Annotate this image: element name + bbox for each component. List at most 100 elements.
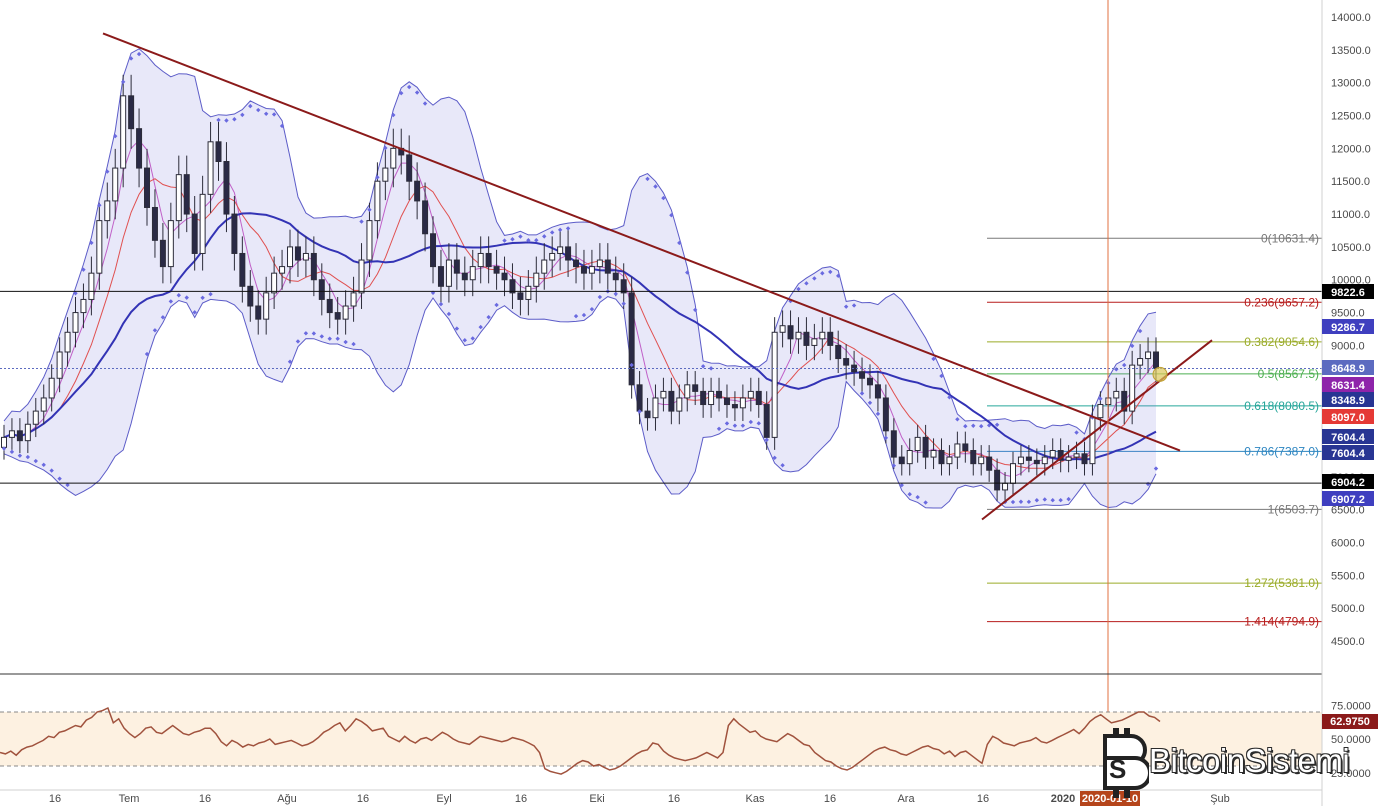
candle-body (231, 213, 238, 254)
fib-label: 1(6503.7) (1268, 502, 1319, 516)
sar-dot (963, 424, 968, 429)
candle-body (803, 331, 810, 346)
rsi-tick-label: 50.0000 (1331, 734, 1371, 746)
candle-body (1017, 456, 1024, 465)
sar-dot (955, 417, 960, 422)
candle-body (56, 351, 63, 379)
sar-dot (248, 103, 253, 109)
sar-dot (899, 482, 904, 488)
candle-body (525, 285, 532, 300)
sar-dot (939, 373, 944, 379)
price-tick-label: 6500.0 (1331, 505, 1365, 517)
sar-dot (438, 301, 444, 307)
sar-dot (518, 234, 523, 239)
sar-dot (780, 463, 785, 468)
candle-body (1081, 453, 1088, 465)
sar-dot (637, 409, 642, 414)
sar-dot (462, 337, 467, 343)
time-tick-label: 16 (977, 793, 989, 805)
candle-body (136, 128, 143, 169)
time-tick-label: 2020 (1051, 793, 1075, 805)
candle-body (1121, 390, 1128, 412)
sar-dot (208, 291, 213, 297)
candle-body (310, 252, 317, 281)
bollinger-fill (4, 48, 1156, 509)
sar-dot (105, 169, 110, 174)
candle-body (72, 312, 79, 333)
ascending-trendline (981, 339, 1213, 521)
sar-dot (256, 107, 261, 113)
price-tags: 9822.6 9286.7 8648.9 8631.4 8348.9 8097.0 7604… (1322, 284, 1378, 729)
candle-body (676, 397, 683, 412)
price-tick-label: 12000.0 (1331, 143, 1371, 155)
candle-body (318, 279, 325, 300)
candle-body (151, 206, 158, 241)
sar-dot (391, 112, 396, 118)
candle-body (1009, 463, 1016, 484)
sar-dot (311, 331, 317, 336)
candle-body (366, 220, 373, 261)
candle-body (700, 390, 707, 406)
sar-dot (653, 184, 658, 189)
sar-dot (796, 286, 801, 292)
candle-body (112, 167, 119, 202)
price-tick-label: 5000.0 (1331, 603, 1365, 615)
candle-body (215, 141, 222, 163)
sar-dot (128, 56, 134, 61)
candle-body (437, 266, 444, 287)
candle-body (668, 390, 675, 412)
price-tag: 8348.9 (1322, 392, 1374, 407)
candle-body (120, 95, 127, 169)
candle-body (358, 259, 365, 294)
sar-dot (287, 359, 293, 364)
candle-body (24, 423, 31, 442)
sar-dot (1018, 499, 1024, 504)
price-tag: 6907.2 (1322, 491, 1374, 506)
price-tag-box (1322, 429, 1374, 444)
sar-dot (367, 207, 372, 212)
sar-dot (184, 295, 189, 300)
bitcoin-logo-icon: S (1103, 728, 1149, 798)
sar-dot (693, 307, 698, 313)
trendlines (102, 32, 1213, 521)
candle-body (382, 167, 389, 182)
sar-dot (804, 281, 809, 286)
candle-body (549, 252, 556, 261)
sar-dot (740, 423, 746, 428)
candle-body (771, 331, 778, 438)
sar-dot (65, 482, 70, 488)
candle-body (40, 397, 47, 412)
sar-dot (9, 449, 15, 455)
price-tick-label: 6000.0 (1331, 537, 1365, 549)
sar-dot (295, 339, 301, 344)
sar-dot (49, 468, 54, 473)
candle-body (787, 325, 794, 340)
time-tick-label: 16 (824, 793, 836, 805)
sar-dot (240, 112, 245, 118)
sar-dot (319, 334, 324, 339)
price-tag-box (1322, 360, 1374, 375)
candle-body (723, 397, 730, 406)
candle-body (302, 252, 309, 261)
candle-body (1065, 456, 1072, 461)
sar-dot (597, 294, 603, 300)
price-tag-text: 6907.2 (1331, 494, 1365, 506)
price-tag-box (1322, 284, 1374, 299)
sar-dot (478, 324, 483, 330)
candle-body (88, 272, 95, 300)
sar-dot (979, 424, 984, 429)
sar-dot (875, 411, 881, 417)
candle-body (866, 377, 873, 386)
fib-label: 0.618(8080.5) (1244, 399, 1319, 413)
sar-dot (160, 315, 166, 320)
candle-body (652, 397, 659, 419)
candle-body (644, 410, 651, 419)
sar-dot (557, 227, 563, 233)
sar-dot (422, 101, 428, 106)
candle-body (994, 469, 1001, 491)
sar-dot (661, 195, 666, 201)
price-tag: 8097.0 (1322, 409, 1374, 424)
crosshair (0, 0, 1322, 790)
sar-dot (263, 111, 269, 116)
